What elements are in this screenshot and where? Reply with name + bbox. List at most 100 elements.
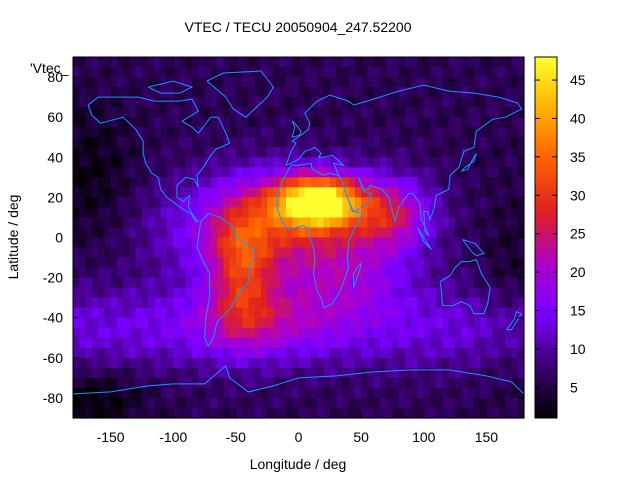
heatmap-cell <box>148 187 156 198</box>
heatmap-cell <box>348 367 356 379</box>
heatmap-cell <box>442 257 450 269</box>
heatmap-cell <box>448 147 456 158</box>
heatmap-cell <box>242 187 249 198</box>
heatmap-cell <box>135 137 143 148</box>
heatmap-cell <box>436 157 444 168</box>
heatmap-cell <box>317 307 325 319</box>
heatmap-cell <box>279 347 287 359</box>
heatmap-cell <box>273 377 281 389</box>
coastline-path <box>439 258 491 315</box>
heatmap-cell <box>229 227 237 239</box>
heatmap-cell <box>392 147 400 158</box>
heatmap-cell <box>373 317 381 329</box>
heatmap-cell <box>367 97 375 108</box>
heatmap-cell <box>367 157 375 168</box>
heatmap-cell <box>166 127 174 138</box>
heatmap-cell <box>386 307 394 319</box>
heatmap-cell <box>411 127 419 138</box>
heatmap-cell <box>135 197 143 209</box>
heatmap-cell <box>185 137 193 148</box>
heatmap-cell <box>486 337 494 349</box>
heatmap-cell <box>79 407 87 419</box>
heatmap-cell <box>204 327 212 339</box>
heatmap-cell <box>442 287 450 299</box>
heatmap-cell <box>448 357 456 369</box>
heatmap-cell <box>298 317 306 329</box>
heatmap-cell <box>185 167 193 178</box>
heatmap-cell <box>498 107 506 118</box>
heatmap-cell <box>455 327 462 339</box>
coastline-path <box>206 70 275 118</box>
heatmap-cell <box>123 207 130 219</box>
heatmap-cell <box>417 97 425 108</box>
heatmap-cell <box>116 187 124 198</box>
heatmap-cell <box>392 287 400 299</box>
heatmap-cell <box>179 157 187 168</box>
heatmap-cell <box>442 387 450 399</box>
heatmap-cell <box>448 97 456 108</box>
heatmap-cell <box>148 177 156 188</box>
heatmap-cell <box>455 197 462 209</box>
heatmap-cell <box>392 317 400 329</box>
heatmap-cell <box>98 297 105 309</box>
heatmap-cell <box>361 257 368 269</box>
heatmap-cell <box>267 217 275 229</box>
heatmap-cell <box>217 227 224 239</box>
heatmap-cell <box>154 387 162 399</box>
heatmap-cell <box>448 197 456 209</box>
heatmap-cell <box>73 357 80 369</box>
heatmap-cell <box>198 177 206 188</box>
heatmap-cell <box>442 367 450 379</box>
heatmap-cell <box>98 107 105 118</box>
heatmap-cell <box>192 207 199 219</box>
heatmap-cell <box>398 347 406 359</box>
heatmap-cell <box>486 207 494 219</box>
heatmap-cell <box>223 197 231 209</box>
heatmap-cell <box>192 197 199 209</box>
heatmap-cell <box>85 327 93 339</box>
heatmap-cell <box>248 407 256 419</box>
colorbar-tick-label: 10 <box>570 341 586 357</box>
heatmap-cell <box>373 57 381 68</box>
heatmap-cell <box>235 127 243 138</box>
heatmap-cell <box>323 217 331 229</box>
heatmap-cell <box>304 217 312 229</box>
heatmap-cell <box>104 327 112 339</box>
heatmap-cell <box>229 127 237 138</box>
heatmap-cell <box>498 347 506 359</box>
heatmap-cell <box>492 67 500 78</box>
heatmap-cell <box>160 157 168 168</box>
heatmap-cell <box>480 127 488 138</box>
heatmap-cell <box>91 187 99 198</box>
heatmap-cell <box>505 407 513 419</box>
heatmap-cell <box>436 287 444 299</box>
heatmap-cell <box>141 117 149 128</box>
heatmap-cell <box>254 147 262 158</box>
heatmap-cell <box>179 197 187 209</box>
heatmap-cell <box>204 147 212 158</box>
heatmap-cell <box>73 297 80 309</box>
heatmap-cell <box>455 367 462 379</box>
heatmap-cell <box>198 97 206 108</box>
heatmap-cell <box>129 287 137 299</box>
heatmap-cell <box>154 327 162 339</box>
heatmap-cell <box>173 177 181 188</box>
heatmap-cell <box>392 397 400 409</box>
heatmap-cell <box>511 287 519 299</box>
heatmap-cell <box>229 307 237 319</box>
heatmap-cell <box>267 357 275 369</box>
heatmap-cell <box>154 367 162 379</box>
heatmap-cell <box>317 97 325 108</box>
heatmap-cell <box>185 157 193 168</box>
heatmap-cell <box>192 147 199 158</box>
heatmap-cell <box>455 107 462 118</box>
heatmap-cell <box>104 357 112 369</box>
coastline-path <box>72 365 525 395</box>
heatmap-cell <box>204 57 212 68</box>
heatmap-cell <box>473 197 481 209</box>
heatmap-cell <box>354 297 362 309</box>
heatmap-cell <box>198 117 206 128</box>
heatmap-cell <box>348 337 356 349</box>
heatmap-cell <box>323 157 331 168</box>
heatmap-cell <box>392 177 400 188</box>
